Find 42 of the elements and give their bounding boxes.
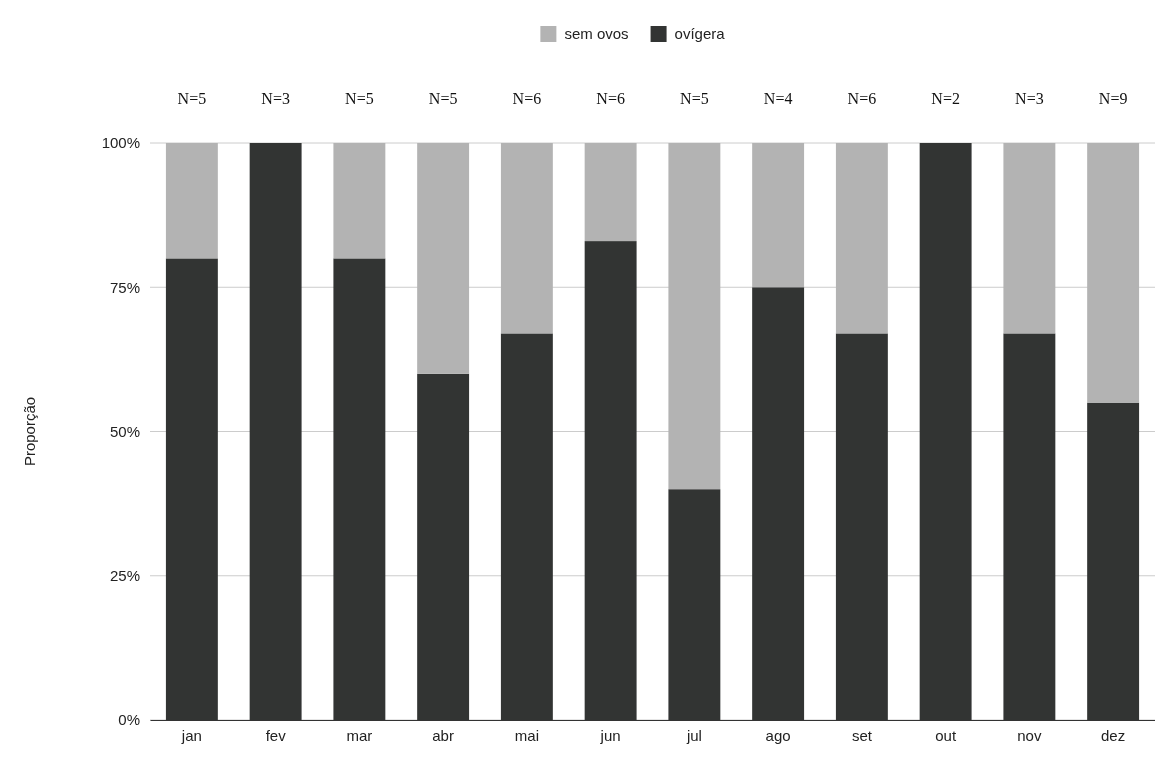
y-axis-title: Proporção [21, 396, 38, 467]
x-tick-label: mar [346, 726, 373, 744]
bar [417, 143, 470, 374]
y-tick-label: 0% [118, 711, 140, 729]
text: N=3 [261, 90, 290, 107]
x-tick-label: out [935, 726, 957, 744]
legend-label: sem ovos [564, 25, 629, 42]
bar [1087, 143, 1140, 403]
x-tick-label: jul [685, 726, 702, 744]
bar [584, 143, 637, 242]
text: N=6 [847, 90, 877, 107]
text: N=2 [931, 90, 960, 107]
text: N=5 [428, 90, 458, 107]
text: N=5 [177, 90, 207, 107]
x-tick-label: jan [180, 726, 202, 744]
y-tick-label: 100% [101, 134, 140, 152]
bar [835, 143, 888, 334]
x-tick-label: abr [432, 726, 454, 744]
bar [165, 143, 218, 259]
bar [333, 143, 386, 259]
bar [668, 143, 721, 490]
text: N=4 [763, 90, 793, 107]
x-tick-label: jun [599, 726, 621, 744]
x-tick-label: mai [514, 726, 539, 744]
text: N=3 [1015, 90, 1044, 107]
text: N=9 [1098, 90, 1128, 107]
legend-label: ovígera [674, 25, 726, 42]
bar [1003, 143, 1056, 334]
y-tick-label: 75% [109, 278, 140, 296]
x-tick-label: nov [1017, 726, 1042, 744]
bar [752, 143, 805, 288]
y-tick-label: 25% [109, 567, 140, 585]
x-tick-label: ago [765, 726, 791, 744]
x-tick-label: set [851, 726, 873, 744]
text: N=6 [512, 90, 542, 107]
text: N=5 [680, 90, 709, 107]
text: N=5 [345, 90, 374, 107]
text: N=6 [596, 90, 625, 107]
bar [500, 143, 553, 334]
x-tick-label: fev [265, 726, 287, 744]
y-tick-label: 50% [109, 422, 140, 440]
x-tick-label: dez [1101, 726, 1126, 744]
